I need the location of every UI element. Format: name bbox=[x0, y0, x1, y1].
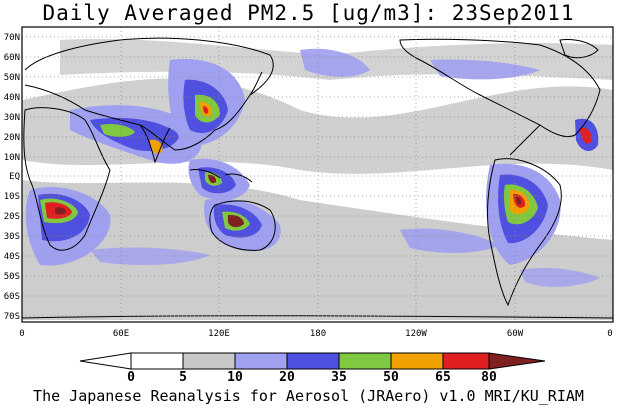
latitude-labels: 70N 60N 50N 40N 30N 20N 10N EQ 10S 20S 3… bbox=[4, 33, 20, 322]
lon-tick-label: 60E bbox=[113, 329, 129, 339]
map-panel: 70N 60N 50N 40N 30N 20N 10N EQ 10S 20S 3… bbox=[4, 26, 614, 339]
lat-tick-label: 60N bbox=[4, 53, 20, 63]
colorbar-segment bbox=[130, 352, 184, 370]
colorbar-segment bbox=[442, 352, 490, 370]
lat-tick-label: 30S bbox=[4, 232, 20, 242]
colorbar-segment bbox=[79, 352, 132, 370]
colorbar: 0 5 10 20 35 50 65 80 bbox=[79, 352, 546, 385]
colorbar-label: 35 bbox=[331, 370, 347, 385]
lat-tick-label: 60S bbox=[4, 292, 20, 302]
colorbar-label: 20 bbox=[279, 370, 295, 385]
lon-tick-label: 120W bbox=[405, 329, 427, 339]
colorbar-label: 80 bbox=[481, 370, 497, 385]
lat-tick-label: 70N bbox=[4, 33, 20, 43]
lon-tick-label: 180 bbox=[310, 329, 326, 339]
lon-tick-label: 0 bbox=[19, 329, 24, 339]
lon-tick-label: 0 bbox=[607, 329, 612, 339]
lat-tick-label: 50N bbox=[4, 73, 20, 83]
lat-tick-label: 10N bbox=[4, 153, 20, 163]
colorbar-segment bbox=[488, 352, 546, 370]
lat-tick-label: 20S bbox=[4, 212, 20, 222]
colorbar-segment bbox=[338, 352, 392, 370]
lat-tick-label: 30N bbox=[4, 113, 20, 123]
longitude-labels: 0 60E 120E 180 120W 60W 0 bbox=[19, 329, 612, 339]
pm25-field bbox=[22, 38, 613, 320]
colorbar-segment bbox=[182, 352, 236, 370]
colorbar-segment bbox=[390, 352, 444, 370]
colorbar-label: 0 bbox=[127, 370, 135, 385]
lat-tick-label: EQ bbox=[9, 172, 20, 182]
lat-tick-label: 50S bbox=[4, 272, 20, 282]
colorbar-segment bbox=[234, 352, 288, 370]
coastlines bbox=[21, 37, 614, 319]
map-title: Daily Averaged PM2.5 [ug/m3]: 23Sep2011 bbox=[42, 1, 575, 25]
colorbar-label: 50 bbox=[383, 370, 399, 385]
lat-tick-label: 20N bbox=[4, 133, 20, 143]
colorbar-segment bbox=[286, 352, 340, 370]
map-frame bbox=[21, 26, 614, 323]
lon-tick-label: 120E bbox=[208, 329, 230, 339]
footer-credit: The Japanese Reanalysis for Aerosol (JRA… bbox=[33, 387, 584, 405]
colorbar-label: 10 bbox=[227, 370, 243, 385]
colorbar-label: 65 bbox=[435, 370, 451, 385]
lat-tick-label: 70S bbox=[4, 312, 20, 322]
graticule bbox=[22, 27, 613, 322]
lat-tick-label: 40N bbox=[4, 93, 20, 103]
lon-tick-label: 60W bbox=[507, 329, 524, 339]
lat-tick-label: 10S bbox=[4, 192, 20, 202]
colorbar-label: 5 bbox=[179, 370, 187, 385]
lat-tick-label: 40S bbox=[4, 252, 20, 262]
